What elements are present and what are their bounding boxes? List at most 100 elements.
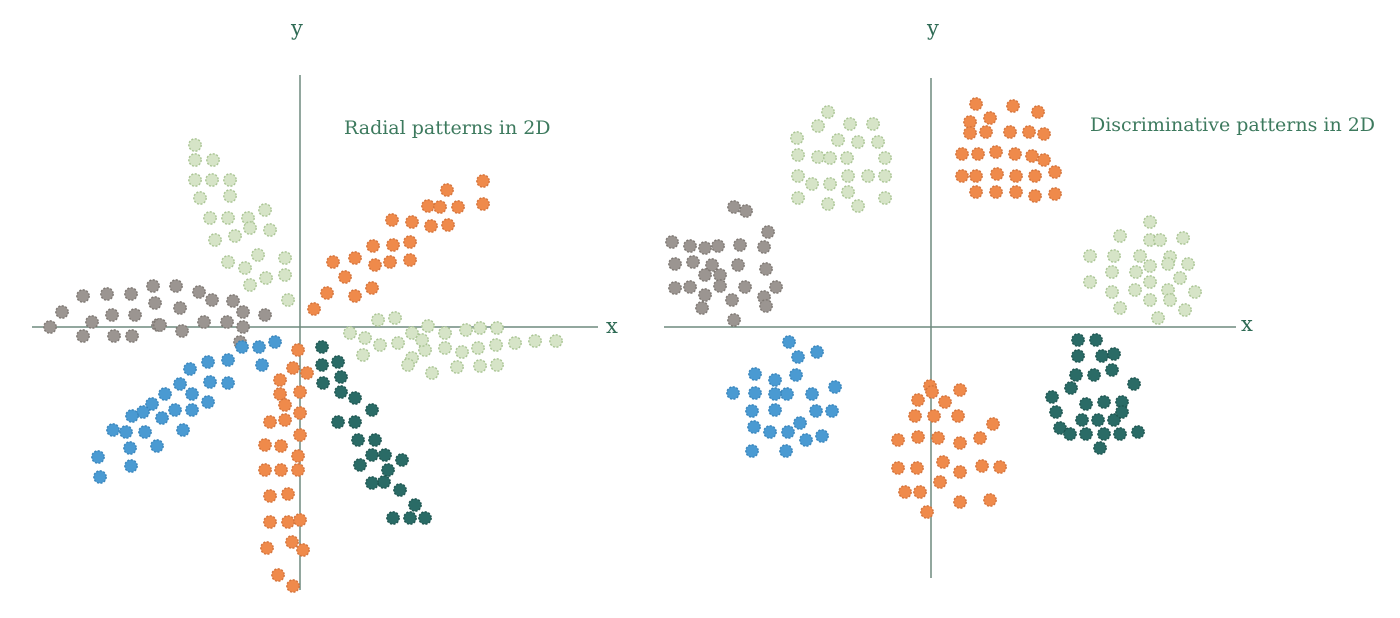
radial-point-blue-6-9 [185,387,199,401]
discriminative-point-blue-4-1 [810,345,824,359]
discriminative-point-orange-5-3 [938,395,952,409]
discriminative-y-axis-label: y [926,16,939,40]
radial-point-light_green-3-9 [490,321,504,335]
radial-point-dark_teal-4-17 [393,483,407,497]
radial-point-blue-6-13 [168,403,182,417]
discriminative-point-orange-2-25 [1028,189,1042,203]
radial-point-light_green-3-13 [356,348,370,362]
discriminative-point-orange-2-24 [1009,185,1023,199]
radial-point-orange-5-16 [291,463,305,477]
discriminative-point-orange-5-14 [910,461,924,475]
discriminative-point-dark_teal-6-18 [1115,405,1129,419]
radial-point-orange-5-25 [271,568,285,582]
radial-point-light_green-3-7 [459,323,473,337]
discriminative-point-orange-5-16 [953,465,967,479]
discriminative-point-dark_teal-6-17 [1107,413,1121,427]
radial-point-light_green-1-12 [208,233,222,247]
discriminative-point-blue-4-6 [780,387,794,401]
radial-point-gray-0-6 [105,308,119,322]
radial-point-blue-6-22 [176,423,190,437]
radial-point-blue-6-19 [119,425,133,439]
radial-point-orange-2-0 [307,302,321,316]
discriminative-point-gray-0-13 [713,268,727,282]
discriminative-point-orange-2-18 [990,167,1004,181]
radial-point-light_green-1-16 [221,255,235,269]
discriminative-point-orange-5-11 [953,436,967,450]
radial-point-gray-0-0 [43,320,57,334]
discriminative-point-orange-5-25 [925,385,939,399]
radial-point-gray-0-12 [148,296,162,310]
discriminative-point-blue-4-23 [793,416,807,430]
radial-point-orange-2-1 [320,286,334,300]
radial-point-orange-5-1 [286,361,300,375]
radial-point-light_green-3-3 [388,311,402,325]
discriminative-point-gray-0-18 [698,288,712,302]
radial-point-blue-6-6 [183,362,197,376]
radial-point-light_green-1-5 [223,173,237,187]
radial-point-dark_teal-4-3 [316,376,330,390]
discriminative-panel-title: Discriminative patterns in 2D [1090,114,1375,136]
radial-point-blue-6-21 [138,425,152,439]
discriminative-point-blue-4-12 [745,404,759,418]
radial-point-blue-6-4 [221,353,235,367]
discriminative-point-dark_teal-6-9 [1064,381,1078,395]
discriminative-point-orange-2-12 [989,145,1003,159]
discriminative-point-blue-4-19 [799,433,813,447]
radial-y-axis-label: y [290,16,303,40]
discriminative-point-light_green-3-21 [1113,301,1127,315]
discriminative-point-light_green-3-1 [1113,229,1127,243]
radial-point-light_green-1-10 [241,211,255,225]
discriminative-point-orange-2-0 [969,97,983,111]
radial-point-light_green-1-7 [223,189,237,203]
discriminative-point-gray-0-0 [727,200,741,214]
radial-point-gray-0-4 [85,315,99,329]
radial-point-orange-2-10 [383,255,397,269]
radial-point-light_green-3-25 [473,359,487,373]
radial-point-gray-0-11 [146,279,160,293]
discriminative-point-light_green-3-3 [1153,233,1167,247]
discriminative-point-light_green-3-5 [1083,249,1097,263]
radial-point-dark_teal-4-8 [348,415,362,429]
discriminative-point-dark_teal-6-10 [1079,397,1093,411]
radial-point-gray-0-24 [258,308,272,322]
discriminative-point-gray-0-24 [668,281,682,295]
discriminative-point-blue-4-5 [791,350,805,364]
discriminative-point-light_green-3-12 [1129,265,1143,279]
radial-point-dark_teal-4-5 [334,385,348,399]
discriminative-point-light_green-3-11 [1105,265,1119,279]
discriminative-point-gray-0-4 [683,239,697,253]
radial-point-orange-5-3 [273,373,287,387]
discriminative-point-gray-0-6 [711,239,725,253]
discriminative-point-light_green-3-17 [1128,283,1142,297]
radial-point-orange-5-0 [291,343,305,357]
discriminative-point-light_green-1-22 [878,191,892,205]
discriminative-point-blue-4-4 [789,368,803,382]
radial-point-orange-5-14 [258,463,272,477]
discriminative-point-orange-5-7 [986,417,1000,431]
discriminative-point-orange-5-19 [898,485,912,499]
radial-point-orange-5-20 [281,515,295,529]
discriminative-point-dark_teal-6-22 [1097,427,1111,441]
discriminative-point-orange-2-5 [963,126,977,140]
discriminative-point-blue-4-20 [815,429,829,443]
discriminative-point-dark_teal-6-25 [1093,441,1107,455]
discriminative-point-light_green-1-16 [841,169,855,183]
discriminative-point-light_green-3-18 [1143,275,1157,289]
discriminative-point-light_green-1-5 [831,133,845,147]
radial-point-orange-2-5 [385,213,399,227]
discriminative-point-light_green-1-18 [878,169,892,183]
discriminative-point-blue-4-7 [748,386,762,400]
radial-point-gray-0-9 [128,308,142,322]
discriminative-point-orange-5-10 [931,431,945,445]
discriminative-point-gray-0-3 [665,235,679,249]
discriminative-point-light_green-3-4 [1176,231,1190,245]
radial-point-orange-2-18 [424,219,438,233]
radial-point-dark_teal-4-9 [365,403,379,417]
discriminative-points [665,97,1202,519]
radial-point-gray-0-17 [192,285,206,299]
radial-panel-title: Radial patterns in 2D [344,117,551,139]
radial-point-orange-2-20 [451,200,465,214]
radial-point-orange-2-6 [326,255,340,269]
radial-point-light_green-3-18 [438,341,452,355]
radial-point-light_green-3-27 [415,333,429,347]
